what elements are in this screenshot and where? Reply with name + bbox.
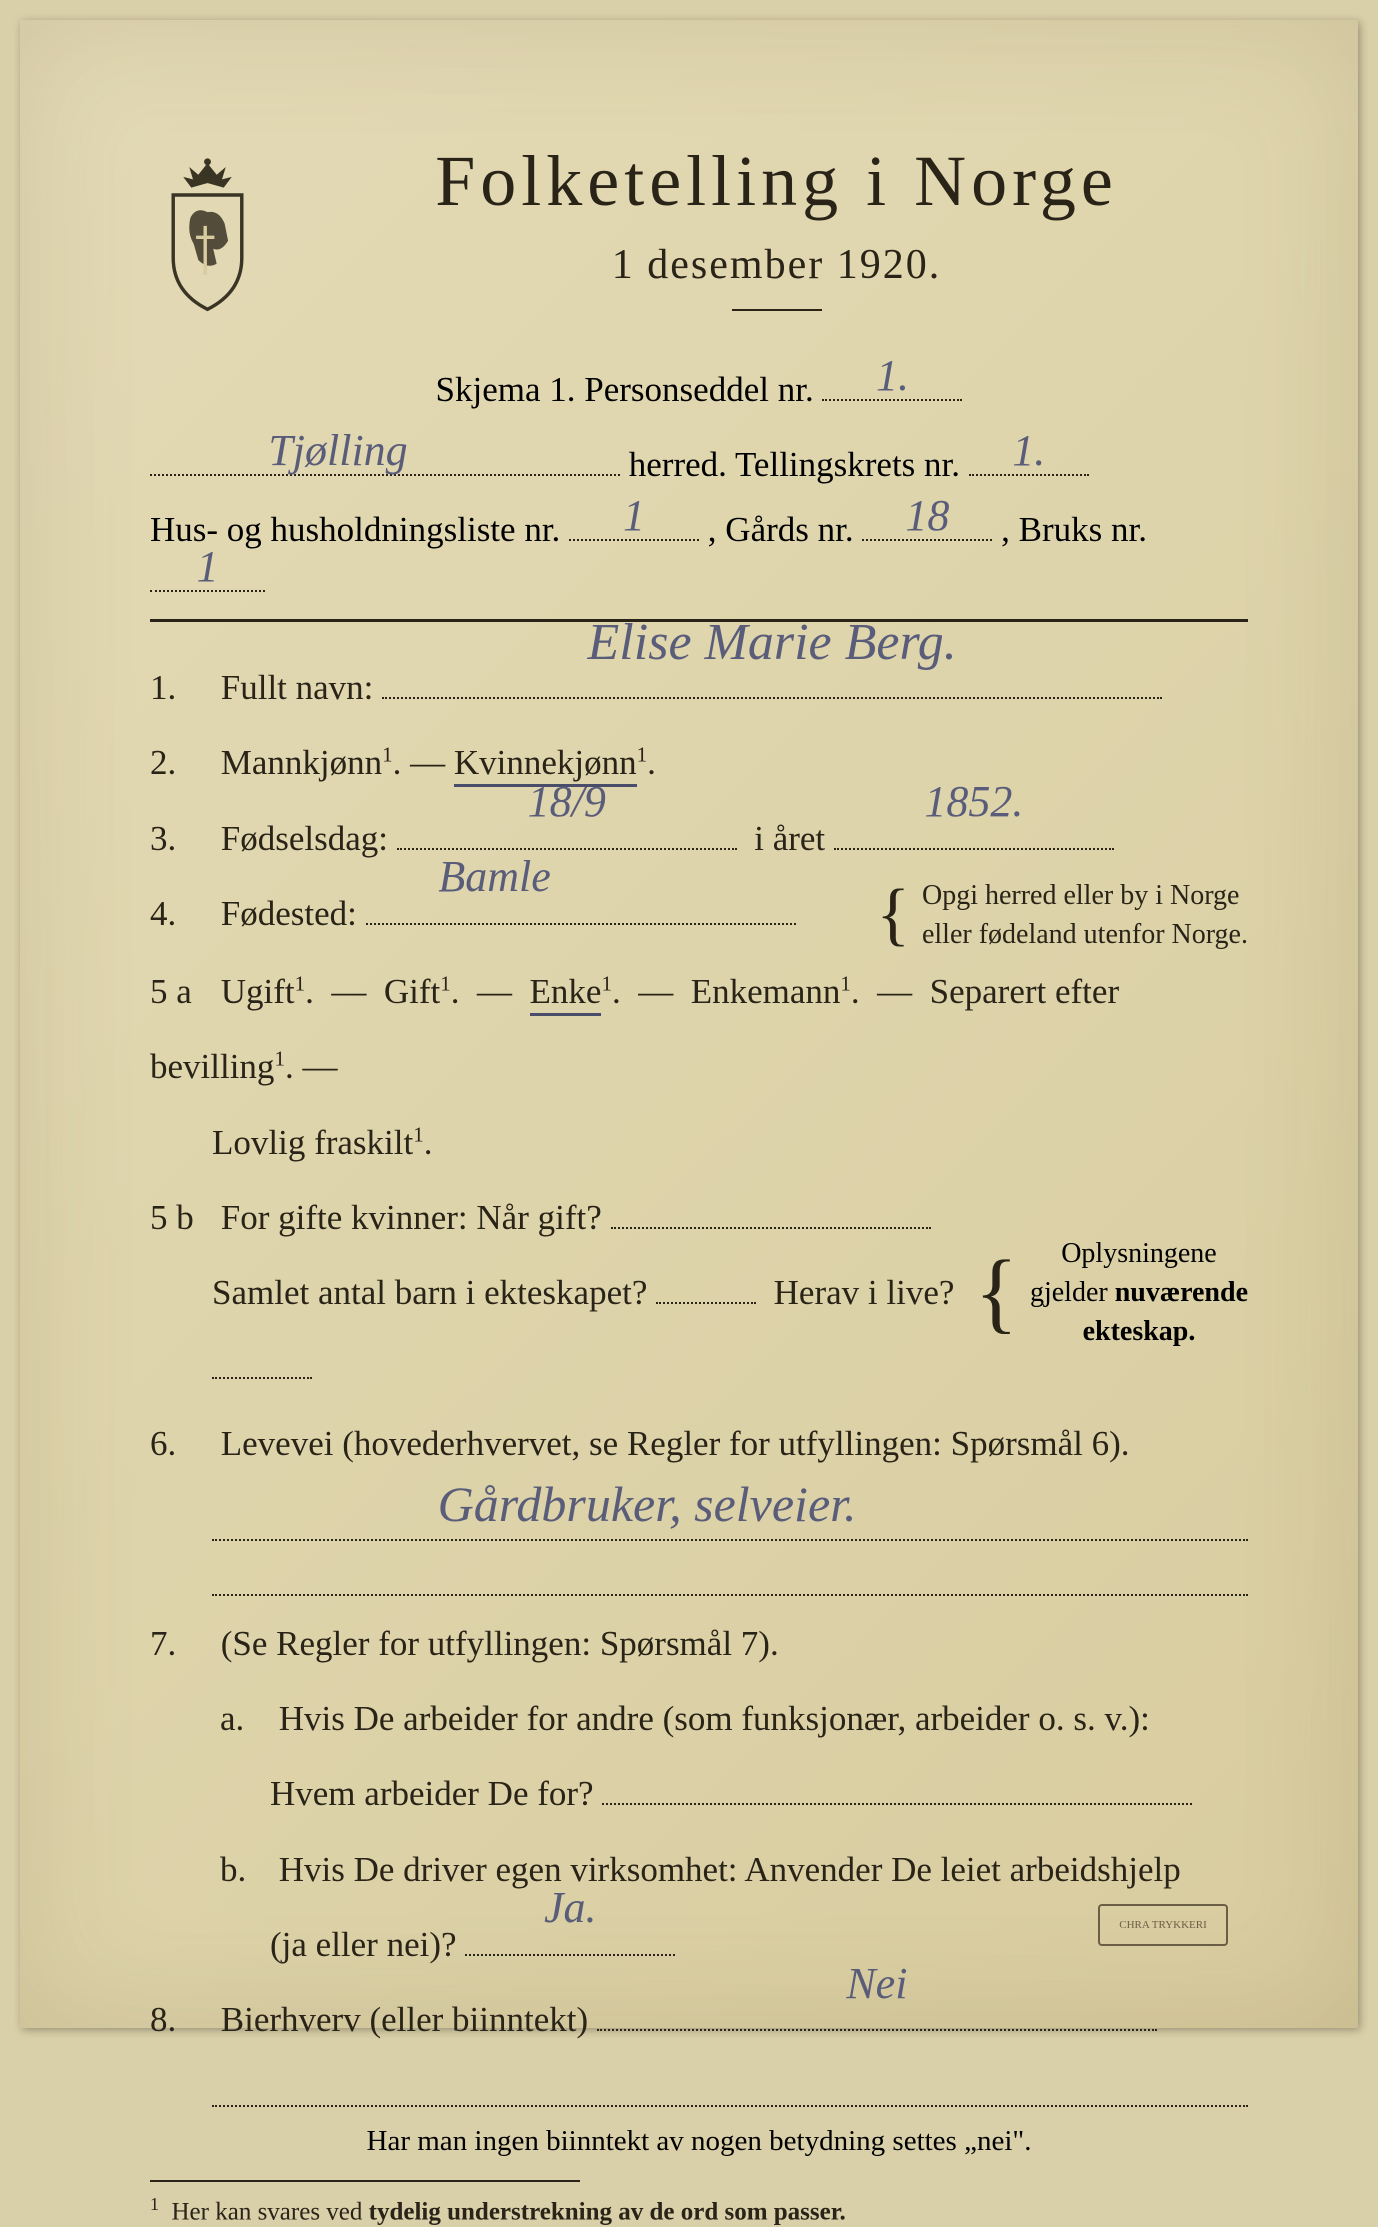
q3: 3. Fødselsdag: 18/9 i året 1852.: [150, 801, 1248, 876]
q6-answer-line: Gårdbruker, selveier.: [212, 1481, 1248, 1541]
q8-label: Bierhverv (eller biinntekt): [221, 2000, 588, 2039]
census-form-page: Folketelling i Norge 1 desember 1920. Sk…: [20, 20, 1358, 2028]
q7b-value: Ja.: [544, 1861, 597, 1956]
q7-label: (Se Regler for utfyllingen: Spørsmål 7).: [221, 1624, 779, 1663]
q5b-note2: gjelder nuværende: [1030, 1273, 1248, 1312]
herred-label: herred. Tellingskrets nr.: [629, 445, 960, 484]
page-subtitle: 1 desember 1920.: [305, 241, 1248, 289]
q8-blank-line: [212, 2057, 1248, 2107]
hus-label3: , Bruks nr.: [1001, 510, 1147, 549]
coat-of-arms: [150, 155, 265, 315]
q1-label: Fullt navn:: [221, 668, 374, 707]
skjema-label: Skjema 1. Personseddel nr.: [436, 370, 814, 409]
q7b2: (ja eller nei)? Ja.: [150, 1907, 1248, 1982]
q7b-l2: (ja eller nei)?: [270, 1925, 457, 1964]
q4-note2: eller fødeland utenfor Norge.: [922, 915, 1248, 954]
q5a-text2: Lovlig fraskilt1.: [212, 1123, 432, 1162]
q4-note1: Opgi herred eller by i Norge: [922, 876, 1248, 915]
q4-num: 4.: [150, 876, 212, 951]
q5b-l2b: Herav i live?: [774, 1273, 955, 1312]
q7-num: 7.: [150, 1606, 212, 1681]
q5a-num: 5 a: [150, 954, 212, 1029]
q3-label2: i året: [754, 819, 825, 858]
q5b-l1: For gifte kvinner: Når gift?: [221, 1198, 602, 1237]
hus-row: Hus- og husholdningsliste nr. 1 , Gårds …: [150, 499, 1248, 601]
q8-num: 8.: [150, 1982, 212, 2057]
q7a-l1: Hvis De arbeider for andre (som funksjon…: [279, 1699, 1150, 1738]
q5b-note: Oplysningene gjelder nuværende ekteskap.: [1030, 1234, 1248, 1352]
q1: 1. Fullt navn: Elise Marie Berg.: [150, 650, 1248, 725]
q1-num: 1.: [150, 650, 212, 725]
q3-label1: Fødselsdag:: [221, 819, 388, 858]
q6-num: 6.: [150, 1406, 212, 1481]
brace-icon: {: [975, 1261, 1018, 1324]
herred-name: Tjølling: [268, 425, 407, 476]
q4-note: Opgi herred eller by i Norge eller fødel…: [922, 876, 1248, 954]
gards-nr: 18: [905, 490, 949, 541]
q2: 2. Mannkjønn1. — Kvinnekjønn1.: [150, 725, 1248, 800]
tellingskrets-nr: 1.: [1012, 425, 1045, 476]
printer-stamp: CHRA TRYKKERI: [1098, 1904, 1228, 1946]
q7b: b. Hvis De driver egen virksomhet: Anven…: [150, 1832, 1248, 1907]
header: Folketelling i Norge 1 desember 1920.: [150, 140, 1248, 339]
q6-label: Levevei (hovederhvervet, se Regler for u…: [221, 1424, 1130, 1463]
q5a-text: Ugift1. — Gift1. — Enke1. — Enkemann1. —…: [150, 972, 1119, 1086]
q6-value: Gårdbruker, selveier.: [438, 1475, 857, 1533]
rule: [732, 309, 822, 311]
q4: 4. Fødested: Bamle { Opgi herred eller b…: [150, 876, 1248, 954]
q4-label: Fødested:: [221, 894, 357, 933]
q4-value: Bamle: [438, 830, 550, 925]
q7a2: Hvem arbeider De for?: [150, 1756, 1248, 1831]
q3-num: 3.: [150, 801, 212, 876]
q8: 8. Bierhverv (eller biinntekt) Nei: [150, 1982, 1248, 2057]
brace-icon: {: [876, 890, 910, 939]
husliste-nr: 1: [623, 490, 645, 541]
hus-label2: , Gårds nr.: [708, 510, 854, 549]
q5a-cont: Lovlig fraskilt1.: [150, 1105, 1248, 1180]
footnote: 1 Her kan svares ved tydelig understrekn…: [150, 2194, 1248, 2226]
q5b-num: 5 b: [150, 1180, 212, 1255]
skjema-row: Skjema 1. Personseddel nr. 1.: [150, 359, 1248, 410]
q6: 6. Levevei (hovederhvervet, se Regler fo…: [150, 1406, 1248, 1481]
q7b-l1: Hvis De driver egen virksomhet: Anvender…: [279, 1850, 1181, 1889]
q5b-note3: ekteskap.: [1030, 1312, 1248, 1351]
q7a: a. Hvis De arbeider for andre (som funks…: [150, 1681, 1248, 1756]
q5b-l2a: Samlet antal barn i ekteskapet?: [212, 1273, 647, 1312]
q5b: 5 b For gifte kvinner: Når gift? Samlet …: [150, 1180, 1248, 1406]
q7a-num: a.: [220, 1681, 270, 1756]
title-block: Folketelling i Norge 1 desember 1920.: [305, 140, 1248, 339]
bottom-note: Har man ingen biinntekt av nogen betydni…: [150, 2125, 1248, 2158]
page-title: Folketelling i Norge: [305, 140, 1248, 223]
q5b-note1: Oplysningene: [1030, 1234, 1248, 1273]
q2-num: 2.: [150, 725, 212, 800]
q6-blank-line: [212, 1541, 1248, 1596]
q7a-l2: Hvem arbeider De for?: [270, 1774, 594, 1813]
q7b-num: b.: [220, 1832, 270, 1907]
q3-v2: 1852.: [924, 755, 1023, 850]
q1-value: Elise Marie Berg.: [588, 587, 957, 699]
herred-row: Tjølling herred. Tellingskrets nr. 1.: [150, 434, 1248, 485]
personseddel-nr: 1.: [876, 350, 909, 401]
q7: 7. (Se Regler for utfyllingen: Spørsmål …: [150, 1606, 1248, 1681]
q8-value: Nei: [846, 1937, 907, 2032]
q5a: 5 a Ugift1. — Gift1. — Enke1. — Enkemann…: [150, 954, 1248, 1105]
bruks-nr: 1: [197, 541, 219, 592]
footnote-rule: [150, 2180, 580, 2182]
